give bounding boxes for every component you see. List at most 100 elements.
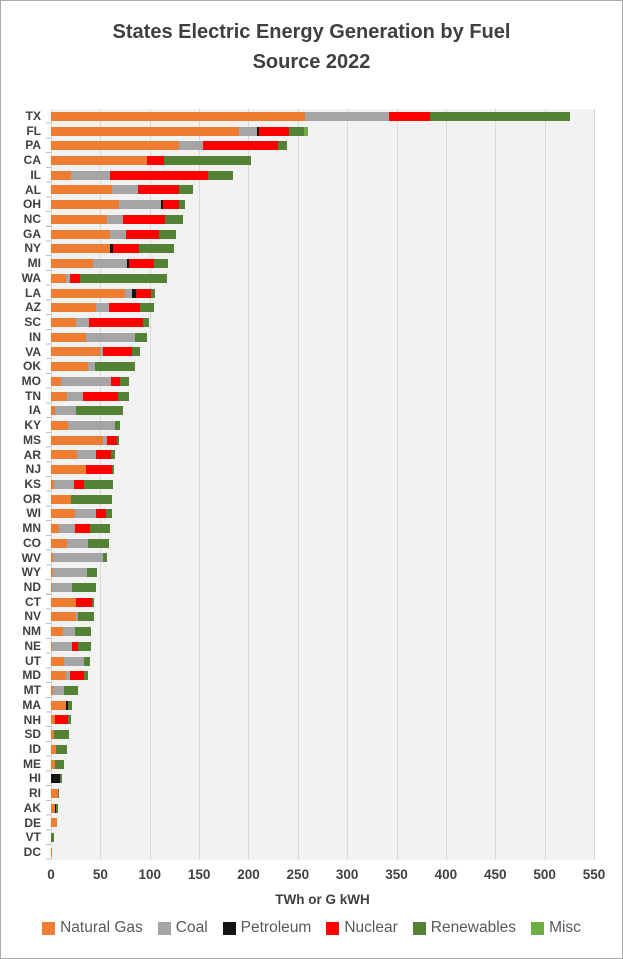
bar-segment-natural-gas [51,627,63,637]
bar-segment-natural-gas [51,597,76,607]
y-axis-tick-marks [46,109,51,860]
state-label-tx: TX [25,109,41,123]
bar-segment-renewables [55,759,64,769]
bar-segment-coal [53,568,87,578]
bar-segment-coal [85,332,136,342]
state-label-wy: WY [21,565,41,580]
bar-row-wv [51,553,594,563]
bar-row-ri [51,788,594,798]
bar-segment-natural-gas [51,465,86,475]
coal-swatch-icon [157,921,171,935]
bar-row-ks [51,479,594,489]
bar-row-nv [51,612,594,622]
bar-segment-renewables [164,214,184,224]
bar-segment-nuclear [54,715,68,725]
bar-segment-natural-gas [51,288,125,298]
state-label-or: OR [23,491,41,506]
state-label-ct: CT [25,594,41,609]
bar-segment-natural-gas [51,362,88,372]
bar-segment-renewables [56,744,68,754]
bar-segment-nuclear [259,126,289,136]
bar-segment-coal [66,273,70,283]
bar-segment-renewables [139,244,174,254]
bar-segment-renewables [103,553,108,563]
bar-segment-nuclear [102,347,132,357]
bar-row-ky [51,420,594,430]
state-label-in: IN [29,329,41,344]
state-label-pa: PA [25,138,41,153]
bar-segment-renewables [64,685,79,695]
bar-segment-natural-gas [51,391,68,401]
bar-segment-renewables [159,229,177,239]
legend-label-coal: Coal [175,919,208,936]
state-label-mi: MI [27,256,41,271]
state-label-ks: KS [24,477,41,491]
bar-segment-renewables [135,332,148,342]
bar-segment-coal [55,406,77,416]
bar-segment-renewables [78,612,94,622]
state-label-hi: HI [29,771,41,786]
gridline-300 [347,109,349,860]
bar-segment-natural-gas [51,479,54,489]
legend-item-coal: Coal [157,919,208,937]
bar-row-hi [51,774,594,784]
bar-segment-renewables [59,774,63,784]
bar-row-al [51,185,594,195]
gridline-200 [248,109,250,860]
bar-segment-natural-gas [51,200,120,210]
bar-segment-misc [304,126,308,136]
bar-segment-natural-gas [51,376,61,386]
state-label-md: MD [22,668,41,683]
bar-segment-natural-gas [51,524,59,534]
state-label-wa: WA [21,270,41,285]
bar-row-tx [51,111,594,121]
state-label-nc: NC [23,212,41,227]
bar-row-dc [51,847,594,857]
state-label-wi: WI [26,506,41,521]
bar-segment-nuclear [123,214,165,224]
bar-segment-renewables [178,200,185,210]
bar-segment-coal [95,303,110,313]
state-label-nv: NV [24,609,41,624]
bar-segment-natural-gas [51,244,111,254]
legend-label-nuclear: Nuclear [344,919,398,936]
bar-segment-renewables [51,833,55,843]
state-label-vt: VT [25,830,41,845]
bar-segment-coal [238,126,258,136]
bar-row-mo [51,376,594,386]
chart-title-line1: States Electric Energy Generation by Fue… [112,21,511,43]
x-tick-label-500: 500 [533,867,556,882]
bar-row-fl [51,126,594,136]
bar-segment-renewables [105,509,112,519]
bar-segment-natural-gas [51,494,72,504]
bar-segment-coal [52,685,65,695]
bar-segment-coal [63,656,85,666]
bar-row-ak [51,803,594,813]
bar-segment-renewables [79,273,167,283]
bar-segment-renewables [84,671,88,681]
bar-segment-renewables [278,141,287,151]
bar-row-il [51,170,594,180]
legend-item-natural-gas: Natural Gas [42,919,143,937]
state-label-ut: UT [25,653,41,668]
bar-row-mn [51,524,594,534]
state-label-la: LA [25,285,41,300]
bar-row-ar [51,450,594,460]
bar-row-ne [51,641,594,651]
bar-segment-natural-gas [51,303,96,313]
bar-segment-coal [87,362,96,372]
bar-segment-coal [70,170,111,180]
x-axis-tick-labels: 0 50 100 150 200 250 300 350 400 450 500 550 [47,867,605,885]
bar-row-wy [51,568,594,578]
state-label-ar: AR [23,447,41,462]
bar-row-tn [51,391,594,401]
state-label-mo: MO [21,373,41,388]
bar-segment-renewables [92,597,94,607]
bar-segment-renewables [430,111,571,121]
bar-segment-renewables [76,406,124,416]
bar-segment-renewables [120,376,129,386]
bar-row-ct [51,597,594,607]
bar-row-md [51,671,594,681]
bar-segment-coal [99,347,103,357]
